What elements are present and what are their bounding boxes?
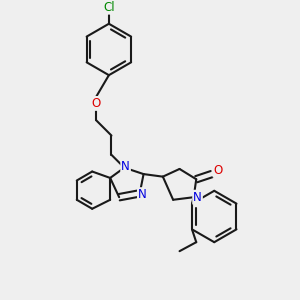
Text: N: N [121, 160, 130, 173]
Text: O: O [92, 97, 101, 110]
Text: O: O [214, 164, 223, 177]
Text: Cl: Cl [103, 1, 115, 13]
Text: N: N [193, 191, 202, 204]
Text: N: N [138, 188, 147, 201]
